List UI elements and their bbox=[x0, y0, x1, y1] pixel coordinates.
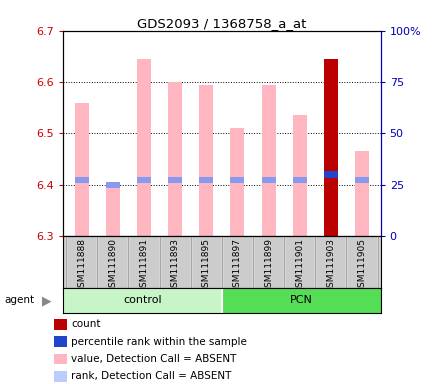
Bar bbox=[323, 59, 337, 236]
Text: GSM111905: GSM111905 bbox=[357, 238, 365, 293]
Bar bbox=[354, 177, 368, 183]
Text: GSM111899: GSM111899 bbox=[263, 238, 273, 293]
Bar bbox=[261, 177, 275, 183]
Bar bbox=[199, 177, 213, 183]
Bar bbox=[137, 177, 151, 183]
Title: GDS2093 / 1368758_a_at: GDS2093 / 1368758_a_at bbox=[137, 17, 306, 30]
Bar bbox=[137, 59, 151, 236]
Text: GSM111901: GSM111901 bbox=[295, 238, 303, 293]
Bar bbox=[168, 177, 182, 183]
Text: percentile rank within the sample: percentile rank within the sample bbox=[71, 337, 246, 347]
Text: GSM111890: GSM111890 bbox=[108, 238, 117, 293]
Bar bbox=[261, 84, 275, 236]
Text: GSM111897: GSM111897 bbox=[232, 238, 241, 293]
Bar bbox=[354, 151, 368, 236]
Bar bbox=[168, 82, 182, 236]
Bar bbox=[75, 177, 89, 183]
Bar bbox=[105, 182, 120, 188]
Bar bbox=[199, 84, 213, 236]
Bar bbox=[221, 288, 380, 313]
Bar bbox=[230, 177, 244, 183]
Text: agent: agent bbox=[4, 295, 34, 306]
Text: GSM111888: GSM111888 bbox=[77, 238, 86, 293]
Text: value, Detection Call = ABSENT: value, Detection Call = ABSENT bbox=[71, 354, 236, 364]
Text: count: count bbox=[71, 319, 100, 329]
Text: control: control bbox=[123, 295, 161, 306]
Text: PCN: PCN bbox=[289, 295, 312, 306]
Text: GSM111903: GSM111903 bbox=[326, 238, 335, 293]
Text: GSM111893: GSM111893 bbox=[170, 238, 179, 293]
Text: rank, Detection Call = ABSENT: rank, Detection Call = ABSENT bbox=[71, 371, 231, 381]
Bar bbox=[323, 171, 337, 178]
Bar bbox=[105, 185, 120, 236]
Bar bbox=[63, 288, 221, 313]
Text: GSM111891: GSM111891 bbox=[139, 238, 148, 293]
Text: GSM111895: GSM111895 bbox=[201, 238, 210, 293]
Bar bbox=[292, 177, 306, 183]
Bar bbox=[292, 116, 306, 236]
Text: ▶: ▶ bbox=[42, 294, 52, 307]
Bar bbox=[230, 128, 244, 236]
Bar bbox=[75, 103, 89, 236]
